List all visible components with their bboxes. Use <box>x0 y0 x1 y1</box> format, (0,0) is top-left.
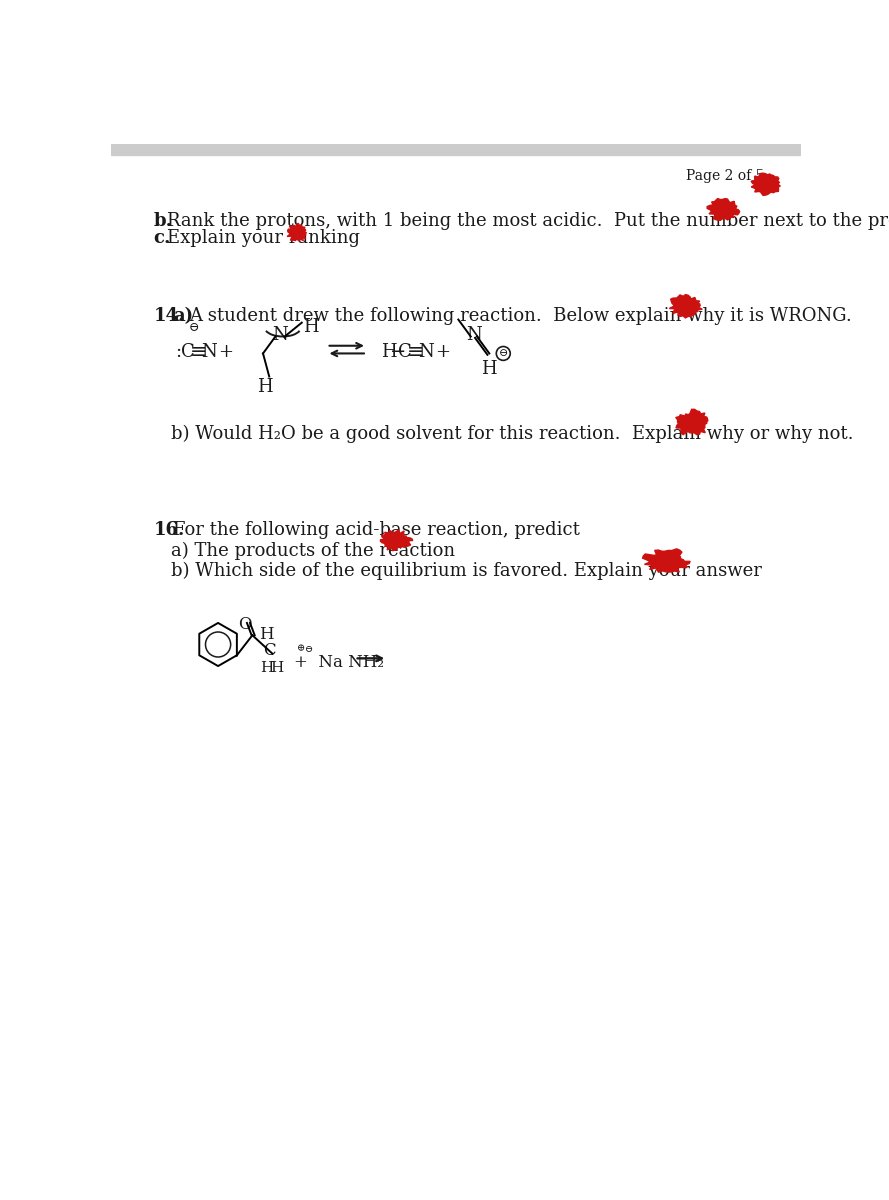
Text: H: H <box>258 378 273 396</box>
Polygon shape <box>676 409 708 434</box>
Text: ≡: ≡ <box>407 343 425 361</box>
Text: N: N <box>272 325 288 343</box>
Polygon shape <box>751 173 781 196</box>
Text: H: H <box>260 661 274 676</box>
Text: A student drew the following reaction.  Below explain why it is WRONG.: A student drew the following reaction. B… <box>189 307 853 325</box>
Text: N: N <box>201 343 217 361</box>
Text: a): a) <box>173 307 193 325</box>
Text: H: H <box>482 360 497 378</box>
Text: ⊕: ⊕ <box>297 644 306 654</box>
Text: −: − <box>390 343 406 361</box>
Text: +: + <box>435 343 450 361</box>
Text: Explain your ranking: Explain your ranking <box>167 229 360 247</box>
Text: c.: c. <box>154 229 171 247</box>
Text: C: C <box>398 343 412 361</box>
Text: b) Which side of the equilibrium is favored. Explain your answer: b) Which side of the equilibrium is favo… <box>171 562 762 580</box>
Text: ⊖: ⊖ <box>499 348 508 359</box>
Text: ⊖: ⊖ <box>188 322 199 334</box>
Text: N: N <box>418 343 434 361</box>
Text: Page 2 of 5: Page 2 of 5 <box>686 169 765 182</box>
Text: H: H <box>259 626 273 643</box>
Text: H: H <box>270 661 284 676</box>
Text: C: C <box>263 642 276 659</box>
Text: ≡: ≡ <box>190 343 208 361</box>
Polygon shape <box>669 294 702 318</box>
Text: H: H <box>303 318 319 336</box>
Text: C: C <box>180 343 195 361</box>
Text: N: N <box>466 325 482 343</box>
Text: H: H <box>380 343 396 361</box>
Polygon shape <box>287 223 307 241</box>
Text: a) The products of the reaction: a) The products of the reaction <box>171 541 455 559</box>
Polygon shape <box>380 530 412 551</box>
Text: b.: b. <box>154 211 172 229</box>
Text: +  Na NH₂: + Na NH₂ <box>294 654 384 671</box>
Text: For the following acid-base reaction, predict: For the following acid-base reaction, pr… <box>173 521 580 539</box>
Text: O: O <box>238 616 252 634</box>
Text: b) Would H₂O be a good solvent for this reaction.  Explain why or why not.: b) Would H₂O be a good solvent for this … <box>171 425 853 443</box>
Text: ⊖: ⊖ <box>305 644 313 654</box>
Text: +: + <box>218 343 233 361</box>
Text: :: : <box>174 343 180 361</box>
Polygon shape <box>707 198 740 221</box>
Text: Rank the protons, with 1 being the most acidic.  Put the number next to the prot: Rank the protons, with 1 being the most … <box>167 211 889 229</box>
Text: 16.: 16. <box>154 521 185 539</box>
Text: 14.: 14. <box>154 307 185 325</box>
Polygon shape <box>643 548 690 572</box>
